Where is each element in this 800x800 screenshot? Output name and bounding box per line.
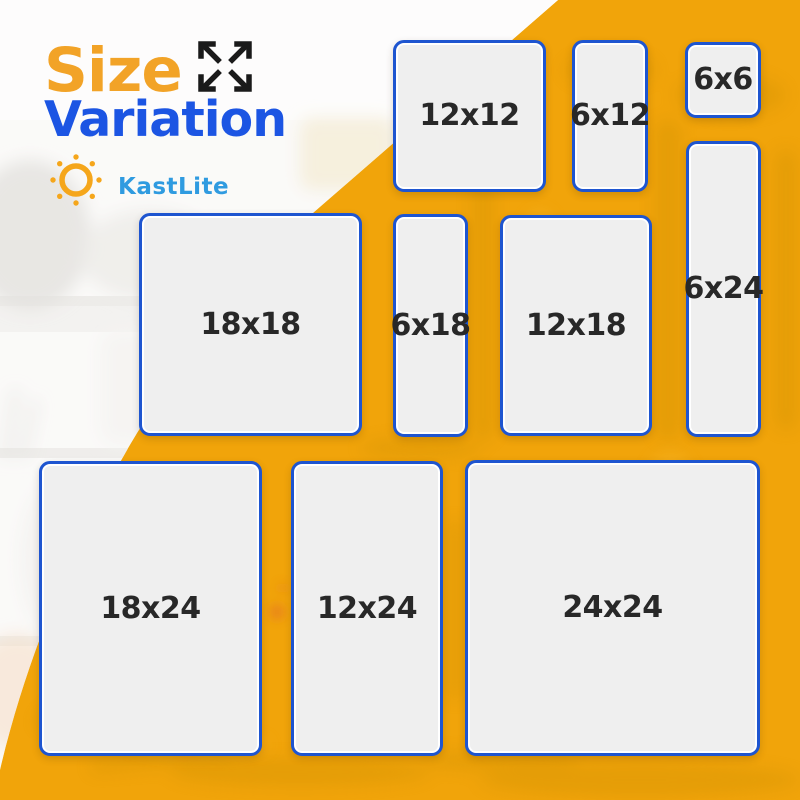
size-box-12x24: 12x24 (291, 461, 443, 756)
size-box-label: 18x18 (200, 306, 301, 342)
size-box-18x18: 18x18 (139, 213, 362, 436)
size-box-label: 6x24 (683, 271, 764, 306)
size-box-6x12: 6x12 (570, 40, 650, 192)
tool-silhouettes (36, 54, 800, 796)
size-box-label: 12x18 (525, 307, 627, 343)
size-box-label: 12x24 (316, 590, 418, 626)
size-box-24x24: 24x24 (465, 460, 760, 756)
size-box-label: 6x18 (390, 307, 471, 343)
size-box-12x12: 12x12 (393, 40, 546, 192)
size-box-12x18: 12x18 (500, 215, 652, 436)
size-box-label: 6x12 (570, 98, 650, 133)
size-box-6x24: 6x24 (683, 141, 764, 437)
size-box-6x18: 6x18 (390, 214, 471, 437)
size-box-18x24: 18x24 (39, 461, 262, 756)
size-box-label: 18x24 (100, 590, 201, 626)
size-box-label: 12x12 (419, 98, 520, 133)
size-box-label: 6x6 (693, 62, 753, 97)
size-box-6x6: 6x6 (685, 42, 761, 118)
size-box-label: 24x24 (562, 590, 663, 625)
